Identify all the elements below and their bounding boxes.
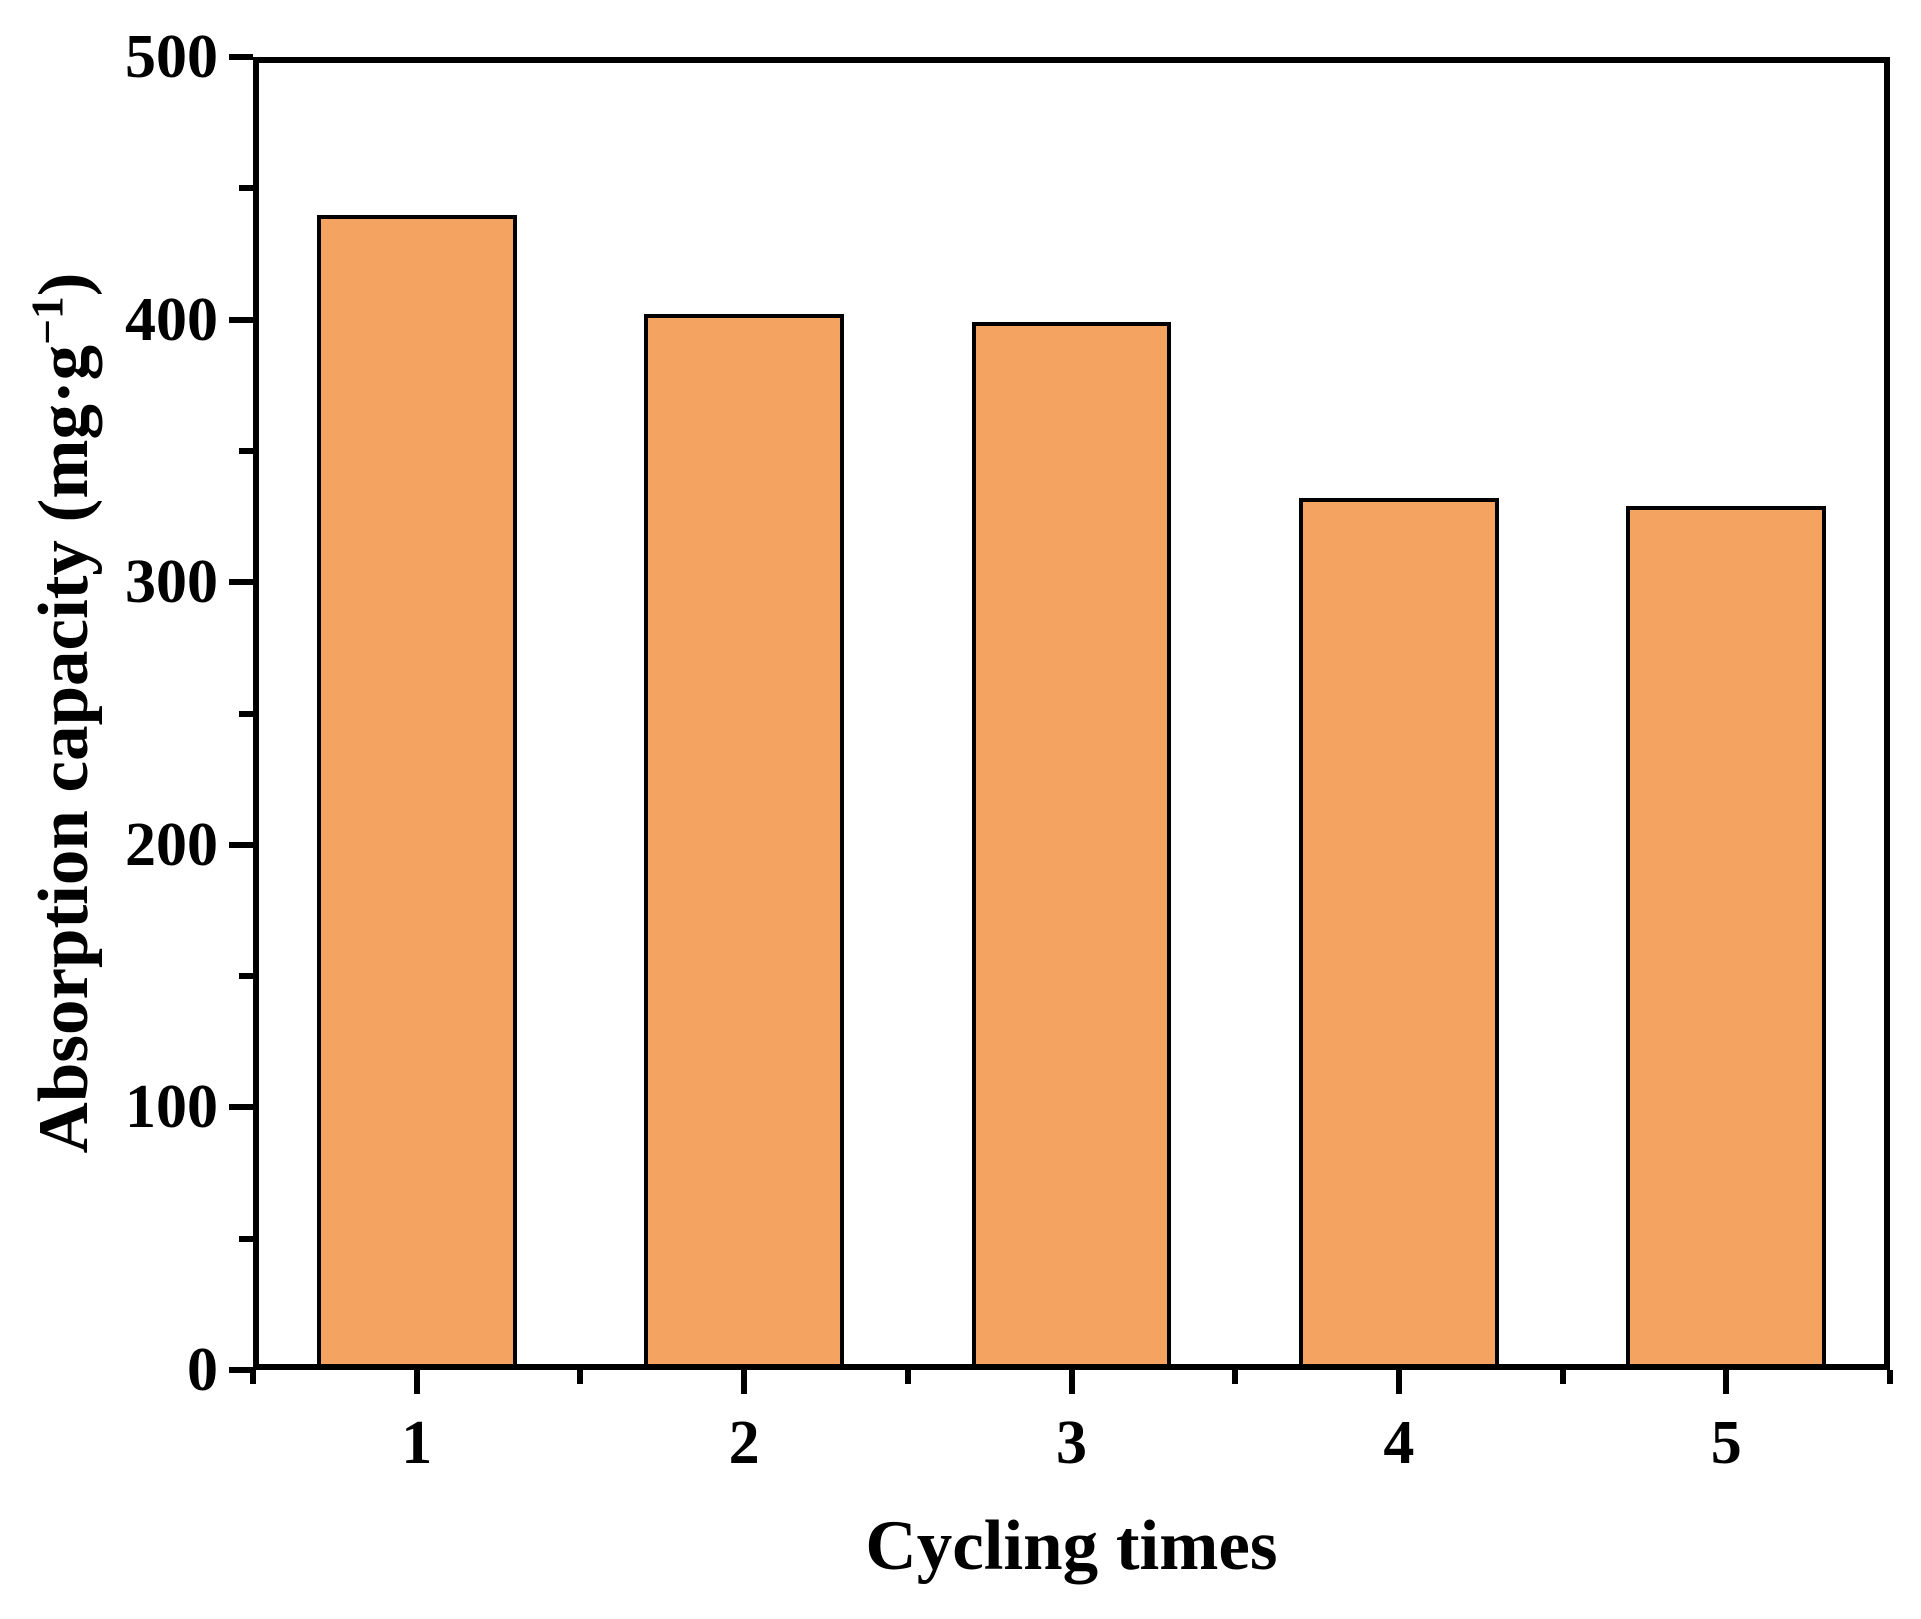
- x-minor-tick: [577, 1370, 584, 1384]
- bar-cycle-2: [644, 314, 844, 1370]
- x-major-tick: [1395, 1370, 1402, 1394]
- x-major-tick: [413, 1370, 420, 1394]
- y-minor-tick: [239, 973, 253, 980]
- x-minor-tick: [1232, 1370, 1239, 1384]
- x-major-tick: [741, 1370, 748, 1394]
- x-minor-tick: [1887, 1370, 1893, 1384]
- bar-cycle-3: [971, 322, 1172, 1370]
- bar-cycle-1: [316, 214, 517, 1370]
- x-minor-tick: [250, 1370, 256, 1384]
- y-major-tick: [229, 54, 253, 60]
- y-minor-tick: [239, 1235, 253, 1242]
- y-axis-title-superscript: −1: [22, 296, 73, 345]
- x-major-tick: [1068, 1370, 1075, 1394]
- y-axis-title-close-paren: ): [25, 272, 103, 297]
- bar-cycle-4: [1299, 498, 1499, 1370]
- y-minor-tick: [239, 447, 253, 454]
- y-major-tick: [229, 1367, 253, 1373]
- y-minor-tick: [239, 185, 253, 192]
- y-axis-title: Absorption capacity (mg·g−1): [22, 272, 103, 1154]
- y-tick-label: 200: [125, 810, 218, 879]
- y-tick-label: 100: [125, 1073, 218, 1142]
- y-tick-label: 400: [125, 285, 218, 354]
- x-major-tick: [1723, 1370, 1730, 1394]
- x-minor-tick: [904, 1370, 911, 1384]
- x-tick-label: 1: [401, 1409, 433, 1477]
- y-tick-label: 300: [125, 548, 218, 617]
- x-tick-label: 2: [728, 1409, 760, 1477]
- y-major-tick: [229, 579, 253, 586]
- y-major-tick: [229, 1104, 253, 1111]
- y-tick-label: 0: [187, 1336, 218, 1404]
- x-axis-title: Cycling times: [865, 1507, 1278, 1585]
- y-major-tick: [229, 316, 253, 323]
- bar-cycle-5: [1626, 506, 1827, 1370]
- y-major-tick: [229, 841, 253, 848]
- x-minor-tick: [1559, 1370, 1566, 1384]
- x-tick-label: 5: [1710, 1409, 1742, 1477]
- y-axis-title-text: Absorption capacity (mg·g: [25, 344, 103, 1154]
- x-tick-label: 3: [1056, 1409, 1087, 1477]
- y-tick-label: 500: [125, 23, 218, 91]
- y-minor-tick: [239, 710, 253, 717]
- x-tick-label: 4: [1383, 1409, 1415, 1477]
